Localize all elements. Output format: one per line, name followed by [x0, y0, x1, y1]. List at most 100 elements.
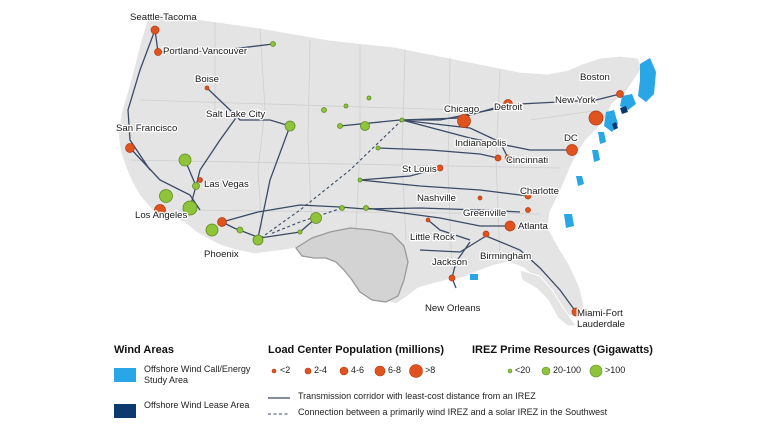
load-center-sizes [271, 364, 423, 378]
city-label: Phoenix [204, 249, 239, 260]
irez-marker [360, 121, 370, 131]
call-area-label: Offshore Wind Call/Energy Study Area [144, 364, 251, 385]
load-size-4 [374, 365, 386, 377]
load-center-marker [154, 48, 162, 56]
load-center-marker [154, 204, 166, 216]
city-label: St Louis [402, 164, 437, 175]
load-center-marker [504, 220, 516, 232]
load-center-marker [150, 25, 160, 35]
city-label: DC [564, 133, 578, 144]
load-center-marker [436, 164, 444, 172]
city-label: Portland-Vancouver [163, 46, 248, 57]
irez-marker [339, 205, 345, 211]
load-center-marker [566, 144, 578, 156]
irez-marker [375, 145, 381, 151]
line-legend-solid-symbol [268, 397, 290, 399]
city-label-part: Lauderdale [577, 319, 625, 330]
city-label-part: Miami-Fort [577, 308, 623, 319]
load-center-marker [571, 307, 581, 317]
load-size-3 [339, 366, 349, 376]
load-center-marker [204, 85, 210, 91]
offshore-wind-de [598, 132, 606, 144]
irez-sizes [507, 364, 603, 378]
city-label: Cincinnati [506, 155, 548, 166]
load-center-marker [439, 259, 445, 265]
city-label: Boston [580, 72, 610, 83]
irez-marker [337, 123, 343, 129]
call-area-swatch [114, 368, 136, 382]
load-center-marker [494, 154, 502, 162]
irez-marker [178, 153, 192, 167]
city-label: Charlotte [520, 186, 559, 197]
offshore-wind-va [592, 150, 600, 162]
load-class-label: >8 [425, 365, 436, 375]
wind-solar-connections [257, 119, 403, 241]
city-label: Boise [195, 74, 219, 85]
city-labels: Seattle-Tacoma Portland-Vancouver Boise … [115, 11, 627, 332]
load-center-legend: Load Center Population (millions) <2 2-4… [268, 344, 468, 378]
city-label: Lauderdale [577, 319, 625, 330]
city-label: Nashville [417, 193, 456, 204]
load-class-label: 6-8 [388, 365, 402, 375]
load-center-marker [524, 192, 532, 200]
city-label: Little Rock [410, 232, 455, 243]
irez-marker [297, 229, 303, 235]
irez-marker [159, 189, 173, 203]
transmission-corridors [127, 29, 621, 313]
load-center-marker [588, 110, 604, 126]
load-center-marker [235, 112, 241, 118]
city-label: Seattle-Tacoma [130, 12, 197, 23]
florida [519, 269, 577, 327]
load-center-marker [482, 230, 490, 238]
irez-marker [363, 205, 369, 211]
irez-size-2 [541, 366, 551, 376]
offshore-wind-nc [576, 176, 584, 186]
load-center-marker [525, 207, 531, 213]
city-label: Birmingham [480, 251, 531, 262]
load-class-label: 2-4 [314, 365, 328, 375]
load-center-marker [197, 177, 203, 183]
load-size-1 [271, 368, 277, 374]
irez-legend: IREZ Prime Resources (Gigawatts) <20 20-… [472, 344, 662, 378]
wind-areas-title: Wind Areas [114, 344, 175, 356]
offshore-wind-maine [638, 58, 656, 102]
offshore-wind-ma [620, 94, 636, 110]
irez-marker [366, 95, 372, 101]
city-label: Jackson [432, 257, 467, 268]
irez-resources [159, 41, 405, 246]
irez-marker [399, 117, 405, 123]
irez-marker [236, 226, 244, 234]
city-label: Las Vegas [204, 179, 249, 190]
irez-marker [343, 103, 349, 109]
load-centers [125, 25, 624, 317]
city-label: Miami-Fort [577, 308, 623, 319]
offshore-wind-sc [564, 214, 574, 228]
load-center-marker [503, 99, 513, 109]
texas-region [295, 227, 409, 303]
lease-area-label: Offshore Wind Lease Area [144, 400, 250, 410]
irez-size-1 [507, 368, 513, 374]
irez-marker [182, 200, 198, 216]
load-center-marker [477, 195, 483, 201]
city-label: Los Angeles [135, 210, 187, 221]
irez-title: IREZ Prime Resources (Gigawatts) [472, 344, 653, 356]
lease-area-swatch [114, 404, 136, 418]
city-label: Detroit [494, 102, 523, 113]
city-label: New York [555, 95, 596, 106]
wind-areas-legend: Wind Areas Offshore Wind Call/Energy Stu… [114, 344, 264, 418]
load-center-marker [425, 217, 431, 223]
line-legend-dashed-symbol [268, 413, 290, 415]
city-label: Indianapolis [455, 138, 506, 149]
load-center-title: Load Center Population (millions) [268, 344, 444, 356]
load-center-marker [457, 114, 471, 128]
irez-marker [192, 182, 200, 190]
load-class-label: <2 [280, 365, 291, 375]
load-class-label: 4-6 [351, 365, 365, 375]
dashed-line-label: Connection between a primarily wind IREZ… [298, 407, 608, 417]
load-center-marker [448, 274, 456, 282]
load-size-5 [409, 364, 423, 378]
irez-marker [205, 223, 219, 237]
city-label: New Orleans [425, 303, 481, 314]
offshore-wind-gulf [470, 274, 478, 280]
